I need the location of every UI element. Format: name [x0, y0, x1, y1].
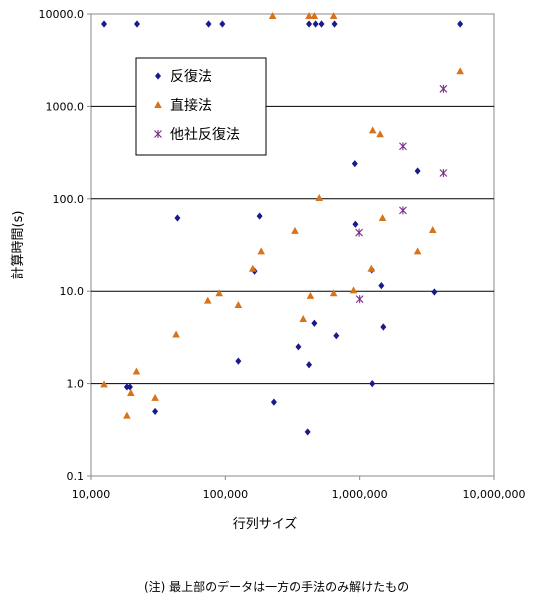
data-point-diamond — [304, 428, 311, 436]
y-tick-label: 10000.0 — [39, 8, 85, 21]
data-point-asterisk — [439, 84, 448, 93]
data-point-diamond — [205, 20, 212, 28]
data-point-triangle — [127, 389, 135, 397]
legend-label: 他社反復法 — [170, 126, 240, 143]
data-point-diamond — [333, 332, 340, 340]
data-point-triangle — [203, 296, 212, 304]
plot-area — [90, 13, 495, 477]
data-point-triangle — [248, 264, 257, 272]
data-point-asterisk — [439, 169, 448, 178]
data-point-triangle — [310, 12, 319, 19]
data-point-triangle — [257, 247, 266, 255]
data-point-triangle — [378, 213, 387, 221]
data-point-triangle — [299, 315, 308, 323]
data-point-triangle — [367, 264, 376, 272]
data-point-triangle — [329, 12, 338, 19]
data-point-triangle — [172, 330, 180, 338]
data-point-diamond — [306, 361, 313, 369]
data-point-triangle — [456, 67, 464, 75]
data-point-diamond — [312, 20, 319, 28]
data-point-asterisk — [399, 142, 407, 151]
data-point-diamond — [351, 160, 358, 168]
y-tick-label: 1000.0 — [46, 100, 85, 113]
y-axis-title: 計算時間(s) — [10, 211, 26, 280]
legend-marker-asterisk — [154, 130, 162, 138]
data-point-diamond — [318, 20, 325, 28]
data-point-triangle — [215, 289, 223, 297]
legend-label: 直接法 — [170, 97, 212, 114]
data-point-diamond — [378, 281, 385, 290]
data-point-triangle — [268, 12, 277, 19]
data-point-triangle — [100, 380, 108, 388]
data-point-diamond — [311, 319, 318, 327]
y-tick-label: 100.0 — [53, 193, 85, 206]
data-point-diamond — [219, 20, 226, 28]
data-point-diamond — [133, 20, 140, 28]
legend-marker-triangle — [154, 101, 162, 108]
data-point-diamond — [295, 343, 302, 351]
data-point-diamond — [256, 212, 263, 220]
data-point-diamond — [270, 398, 277, 406]
data-points — [100, 12, 464, 436]
data-point-diamond — [331, 20, 338, 28]
data-point-triangle — [291, 226, 299, 234]
data-point-triangle — [376, 130, 384, 138]
x-tick-label: 10,000 — [72, 488, 111, 501]
data-point-diamond — [414, 167, 421, 175]
x-tick-label: 10,000,000 — [463, 488, 526, 501]
data-point-asterisk — [399, 206, 407, 215]
x-axis-ticks: 10,000 100,000 1,000,000 10,000,000 — [72, 476, 526, 501]
data-point-triangle — [123, 411, 131, 419]
data-point-triangle — [234, 300, 243, 308]
data-point-asterisk — [355, 228, 363, 237]
x-axis-title: 行列サイズ — [233, 516, 298, 532]
data-point-diamond — [306, 20, 313, 28]
data-point-diamond — [123, 383, 130, 391]
data-point-triangle — [428, 225, 437, 233]
data-point-diamond — [352, 220, 359, 228]
data-point-diamond — [457, 20, 464, 28]
data-point-asterisk — [355, 295, 364, 304]
y-tick-label: 1.0 — [67, 378, 85, 391]
legend-marker-diamond — [155, 72, 161, 80]
data-point-triangle — [349, 286, 358, 294]
x-tick-label: 100,000 — [203, 488, 249, 501]
data-point-diamond — [431, 288, 438, 296]
data-point-triangle — [413, 247, 422, 255]
data-point-diamond — [235, 357, 242, 365]
footnote: (注) 最上部のデータは一方の手法のみ解けたもの — [144, 579, 409, 594]
data-point-triangle — [315, 194, 324, 202]
data-point-diamond — [101, 20, 108, 28]
data-point-diamond — [369, 380, 376, 388]
data-point-triangle — [305, 12, 313, 19]
data-point-triangle — [132, 367, 141, 375]
data-point-triangle — [329, 289, 338, 297]
x-tick-label: 1,000,000 — [332, 488, 388, 501]
y-axis-ticks: 0.1 1.0 10.0 100.0 1000.0 10000.0 — [39, 8, 91, 483]
y-tick-label: 0.1 — [67, 470, 85, 483]
y-tick-label: 10.0 — [60, 285, 85, 298]
data-point-triangle — [306, 291, 315, 299]
data-point-diamond — [380, 323, 387, 331]
data-point-triangle — [368, 126, 377, 134]
data-point-diamond — [174, 214, 181, 222]
data-point-diamond — [126, 383, 133, 391]
data-point-triangle — [151, 393, 159, 401]
legend-label: 反復法 — [170, 68, 212, 85]
data-point-diamond — [152, 407, 159, 416]
